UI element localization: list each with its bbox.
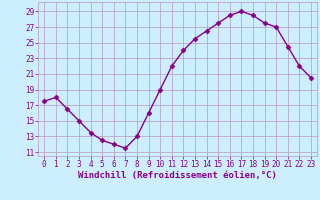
X-axis label: Windchill (Refroidissement éolien,°C): Windchill (Refroidissement éolien,°C) [78, 171, 277, 180]
